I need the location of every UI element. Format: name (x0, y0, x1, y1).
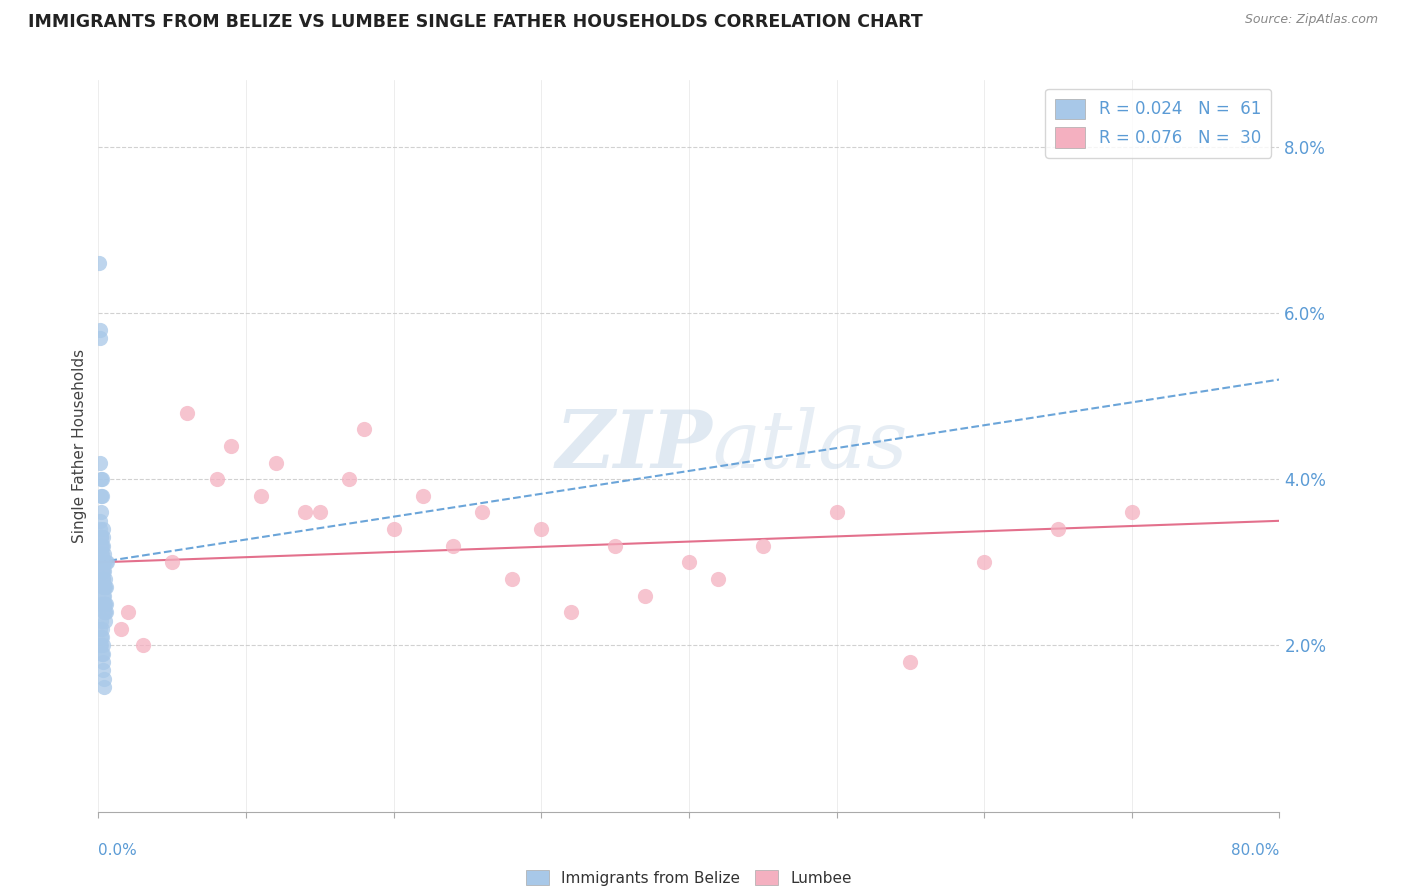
Point (96, 555, 118, 569)
Point (91, 572, 114, 586)
Point (91, 555, 114, 569)
Point (94, 555, 117, 569)
Point (89, 622, 111, 636)
Point (339, 472, 360, 486)
Point (93, 680, 115, 694)
Point (94, 597, 117, 611)
Point (90, 555, 112, 569)
Point (90, 472, 112, 486)
Point (94, 580, 117, 594)
Text: Source: ZipAtlas.com: Source: ZipAtlas.com (1244, 13, 1378, 27)
Point (90, 472, 112, 486)
Point (89, 514, 111, 528)
Point (91, 655, 114, 669)
Legend: Immigrants from Belize, Lumbee: Immigrants from Belize, Lumbee (520, 863, 858, 892)
Point (501, 572, 523, 586)
Point (162, 555, 183, 569)
Point (91, 580, 114, 594)
Point (91, 522, 114, 536)
Point (93, 672, 115, 686)
Point (91, 539, 114, 553)
Point (91, 489, 114, 503)
Point (91, 647, 114, 661)
Point (309, 506, 332, 520)
Point (93, 547, 115, 561)
Point (250, 489, 273, 503)
Point (412, 489, 434, 503)
Point (89, 522, 111, 536)
Point (91, 547, 114, 561)
Point (90, 597, 112, 611)
Point (91, 564, 114, 578)
Point (93, 597, 115, 611)
Point (353, 422, 375, 436)
Point (530, 522, 553, 536)
Point (90, 639, 112, 653)
Text: ZIP: ZIP (555, 408, 713, 484)
Point (751, 539, 773, 553)
Point (91, 647, 114, 661)
Point (93, 614, 115, 628)
Point (90, 530, 112, 544)
Point (900, 655, 922, 669)
Point (441, 539, 464, 553)
Point (91, 639, 114, 653)
Point (91, 572, 114, 586)
Text: atlas: atlas (713, 408, 908, 484)
Point (93, 580, 115, 594)
Point (90, 614, 112, 628)
Point (93, 564, 115, 578)
Point (678, 555, 700, 569)
Point (560, 605, 582, 619)
Point (90, 547, 112, 561)
Point (110, 622, 132, 636)
Point (90, 630, 112, 644)
Point (176, 406, 198, 420)
Point (90, 539, 112, 553)
Point (471, 506, 494, 520)
Point (221, 439, 243, 453)
Point (205, 472, 228, 486)
Point (94, 605, 117, 619)
Point (93, 597, 115, 611)
Text: IMMIGRANTS FROM BELIZE VS LUMBEE SINGLE FATHER HOUSEHOLDS CORRELATION CHART: IMMIGRANTS FROM BELIZE VS LUMBEE SINGLE … (28, 13, 922, 31)
Point (93, 605, 115, 619)
Point (117, 605, 139, 619)
Point (90, 530, 112, 544)
Point (94, 580, 117, 594)
Point (93, 597, 115, 611)
Point (90, 506, 112, 520)
Point (825, 506, 848, 520)
Text: 80.0%: 80.0% (1232, 843, 1279, 858)
Point (973, 555, 995, 569)
Point (633, 589, 655, 603)
Point (382, 522, 405, 536)
Point (91, 564, 114, 578)
Point (93, 572, 115, 586)
Point (91, 630, 114, 644)
Y-axis label: Single Father Households: Single Father Households (72, 349, 87, 543)
Point (264, 456, 287, 470)
Point (94, 605, 117, 619)
Point (605, 539, 627, 553)
Point (91, 589, 114, 603)
Point (294, 506, 316, 520)
Point (132, 639, 155, 653)
Point (91, 530, 114, 544)
Point (89, 323, 111, 337)
Point (93, 589, 115, 603)
Point (1046, 522, 1069, 536)
Point (89, 331, 111, 345)
Point (91, 664, 114, 678)
Point (90, 622, 112, 636)
Point (93, 555, 115, 569)
Text: 0.0%: 0.0% (98, 843, 138, 858)
Point (89, 256, 111, 270)
Point (90, 539, 112, 553)
Point (1121, 506, 1143, 520)
Point (90, 489, 112, 503)
Point (707, 572, 730, 586)
Point (89, 456, 111, 470)
Point (89, 639, 111, 653)
